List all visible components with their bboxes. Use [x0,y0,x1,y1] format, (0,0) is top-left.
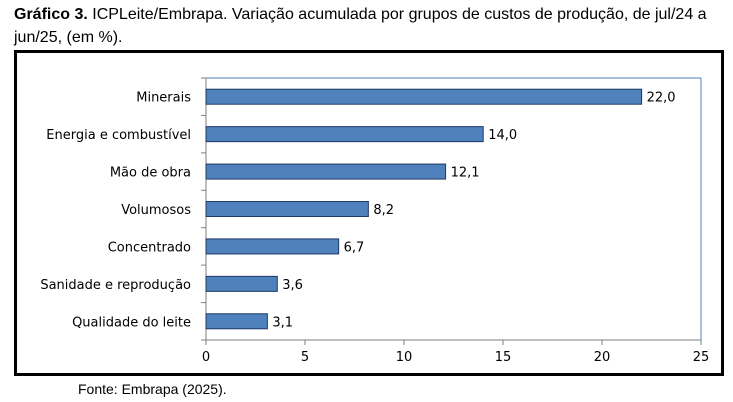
x-tick-label: 5 [301,350,309,365]
category-label: Qualidade do leite [72,315,191,330]
data-label: 8,2 [373,203,394,218]
bar [205,313,268,330]
bar [205,163,447,180]
caption-text: ICPLeite/Embrapa. Variação acumulada por… [14,6,707,46]
bar [205,275,278,292]
data-label: 22,0 [647,91,676,106]
category-label: Minerais [136,91,191,106]
category-label: Mão de obra [110,166,191,181]
bar [205,238,340,255]
figure-caption: Gráfico 3. ICPLeite/Embrapa. Variação ac… [14,3,726,49]
bar [205,126,484,143]
bar [205,201,369,217]
caption-label: Gráfico 3. [14,6,88,23]
category-label: Energia e combustível [46,128,191,143]
source-note: Fonte: Embrapa (2025). [78,381,227,397]
bar [205,88,643,105]
x-tick-label: 15 [495,350,512,365]
x-tick-label: 0 [202,350,210,365]
category-label: Concentrado [108,240,191,255]
data-label: 12,1 [451,166,480,181]
data-label: 3,6 [282,278,303,293]
category-label: Sanidade e reprodução [40,278,191,293]
x-tick-label: 20 [594,350,611,365]
x-tick-label: 10 [396,350,413,365]
data-label: 14,0 [488,128,517,143]
x-tick-label: 25 [693,350,710,365]
data-label: 3,1 [272,315,293,330]
category-label: Volumosos [121,203,191,218]
data-label: 6,7 [344,240,365,255]
